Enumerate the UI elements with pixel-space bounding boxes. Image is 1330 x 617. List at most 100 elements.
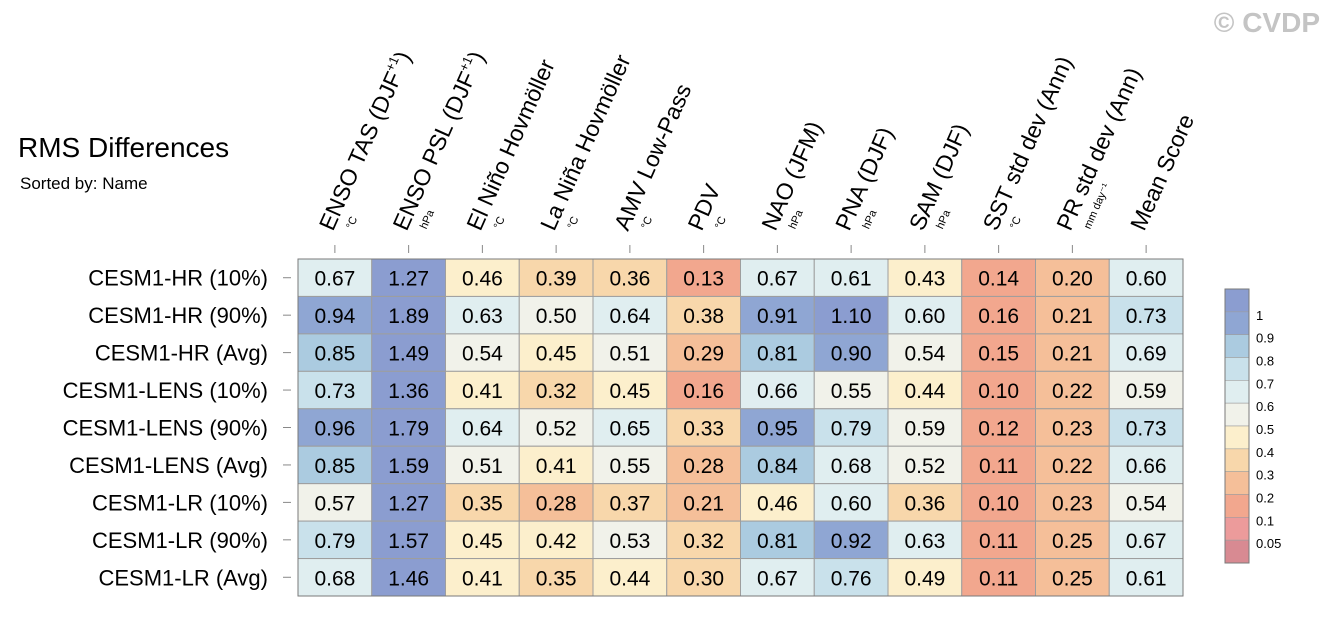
heatmap-cells: 0.67 1.27 0.46 0.39 0.36 0.13 0.67 0.61 0.43 0.14… xyxy=(297,258,1184,597)
heatmap-cell xyxy=(813,258,889,297)
cell-value: 0.66 xyxy=(1126,455,1167,478)
heatmap-cell xyxy=(1108,408,1184,447)
heatmap-cell xyxy=(371,558,446,597)
heatmap-cell xyxy=(961,520,1036,560)
column-label-sup: +1 xyxy=(456,54,476,74)
cell-value: 0.11 xyxy=(979,530,1018,553)
cell-value: 0.28 xyxy=(683,455,724,478)
cell-value: 0.54 xyxy=(904,343,945,366)
cell-value: 0.66 xyxy=(757,380,798,403)
grid-border xyxy=(297,258,1184,597)
heatmap-cell xyxy=(961,370,1036,410)
cell-value: 0.92 xyxy=(831,530,872,553)
chart-subtitle: Sorted by: Name xyxy=(20,174,148,193)
colorbar-swatch xyxy=(1224,425,1250,450)
heatmap-cell xyxy=(666,520,741,560)
column-header: Mean Score xyxy=(1125,110,1199,234)
cell-value: 0.36 xyxy=(904,492,945,515)
colorbar-label: 0.1 xyxy=(1256,513,1274,528)
cell-value: 0.59 xyxy=(1126,380,1167,403)
heatmap-cell xyxy=(297,558,373,597)
heatmap-cell xyxy=(813,333,889,372)
colorbar-swatch xyxy=(1224,517,1250,541)
heatmap-cell xyxy=(740,408,815,447)
cell-value: 0.49 xyxy=(904,567,945,590)
cell-value: 0.43 xyxy=(904,268,945,291)
heatmap-cell xyxy=(887,258,963,297)
heatmap-cell xyxy=(1035,445,1110,485)
column-label-sup: +1 xyxy=(382,54,402,74)
heatmap-cell xyxy=(666,445,741,485)
heatmap-cell xyxy=(592,295,668,335)
heatmap-cell xyxy=(887,483,963,522)
chart-title: RMS Differences xyxy=(18,132,229,163)
heatmap-cell xyxy=(666,295,741,335)
cell-value: 0.11 xyxy=(979,455,1018,478)
heatmap-cell xyxy=(518,258,594,297)
column-unit: °C xyxy=(492,215,508,231)
cell-value: 1.49 xyxy=(388,343,429,366)
heatmap-cell xyxy=(813,558,889,597)
cell-value: 0.45 xyxy=(609,380,650,403)
column-unit: °C xyxy=(639,215,655,231)
cell-value: 0.33 xyxy=(683,418,724,441)
cell-value: 0.11 xyxy=(979,567,1018,590)
colorbar-swatch xyxy=(1224,448,1250,472)
heatmap-cell xyxy=(1035,520,1110,560)
colorbar-swatch xyxy=(1224,471,1250,495)
colorbar-label: 0.2 xyxy=(1256,491,1274,506)
cell-value: 0.50 xyxy=(536,305,577,328)
row-label: CESM1-HR (90%) xyxy=(88,303,268,328)
heatmap-cell xyxy=(740,333,815,372)
heatmap-cell xyxy=(887,333,963,372)
cell-value: 0.22 xyxy=(1052,380,1093,403)
cell-value: 0.81 xyxy=(757,530,798,553)
column-headers: ENSO TAS (DJF+1)°C ENSO PSL (DJF+1)hPa El … xyxy=(314,47,1199,253)
heatmap-cell xyxy=(1108,483,1184,522)
cell-value: 0.79 xyxy=(831,418,872,441)
cell-value: 0.30 xyxy=(683,567,724,590)
cell-value: 0.53 xyxy=(609,530,650,553)
cell-value: 0.57 xyxy=(314,492,355,515)
heatmap-cell xyxy=(371,370,446,410)
cell-value: 0.21 xyxy=(1052,343,1093,366)
row-label: CESM1-LR (10%) xyxy=(92,490,268,515)
cell-value: 0.52 xyxy=(536,418,577,441)
cell-value: 0.45 xyxy=(536,343,577,366)
column-unit: °C xyxy=(1008,215,1024,231)
row-label: CESM1-LENS (10%) xyxy=(63,378,268,403)
heatmap-cell xyxy=(592,445,668,485)
colorbar-swatch xyxy=(1224,334,1250,358)
cell-value: 0.39 xyxy=(536,268,577,291)
colorbar-swatch xyxy=(1224,402,1250,427)
row-label: CESM1-HR (10%) xyxy=(88,266,268,291)
colorbar-label: 0.4 xyxy=(1256,445,1274,460)
heatmap-cell xyxy=(518,558,594,597)
row-label: CESM1-LENS (90%) xyxy=(63,416,268,441)
cell-value: 0.35 xyxy=(536,567,577,590)
heatmap-cell xyxy=(297,483,373,522)
cell-value: 0.60 xyxy=(1126,268,1167,291)
column-header: SAM (DJF)hPa xyxy=(904,120,974,234)
heatmap-cell xyxy=(1108,558,1184,597)
heatmap-cell xyxy=(445,258,520,297)
cell-value: 0.65 xyxy=(609,418,650,441)
cell-value: 1.59 xyxy=(388,455,429,478)
cell-value: 0.44 xyxy=(609,567,650,590)
cell-value: 0.85 xyxy=(314,343,355,366)
heatmap-cell xyxy=(887,520,963,560)
heatmap-cell xyxy=(887,295,963,335)
cell-value: 0.64 xyxy=(609,305,650,328)
cell-value: 0.90 xyxy=(831,343,872,366)
cell-value: 0.38 xyxy=(683,305,724,328)
cell-value: 0.55 xyxy=(831,380,872,403)
colorbar-swatch xyxy=(1224,380,1250,404)
heatmap-cell xyxy=(961,483,1036,522)
colorbar-border xyxy=(1224,288,1250,564)
cell-value: 0.73 xyxy=(1126,305,1167,328)
cell-value: 0.20 xyxy=(1052,268,1093,291)
heatmap-cell xyxy=(887,558,963,597)
heatmap-cell xyxy=(1035,333,1110,372)
cell-value: 0.68 xyxy=(831,455,872,478)
